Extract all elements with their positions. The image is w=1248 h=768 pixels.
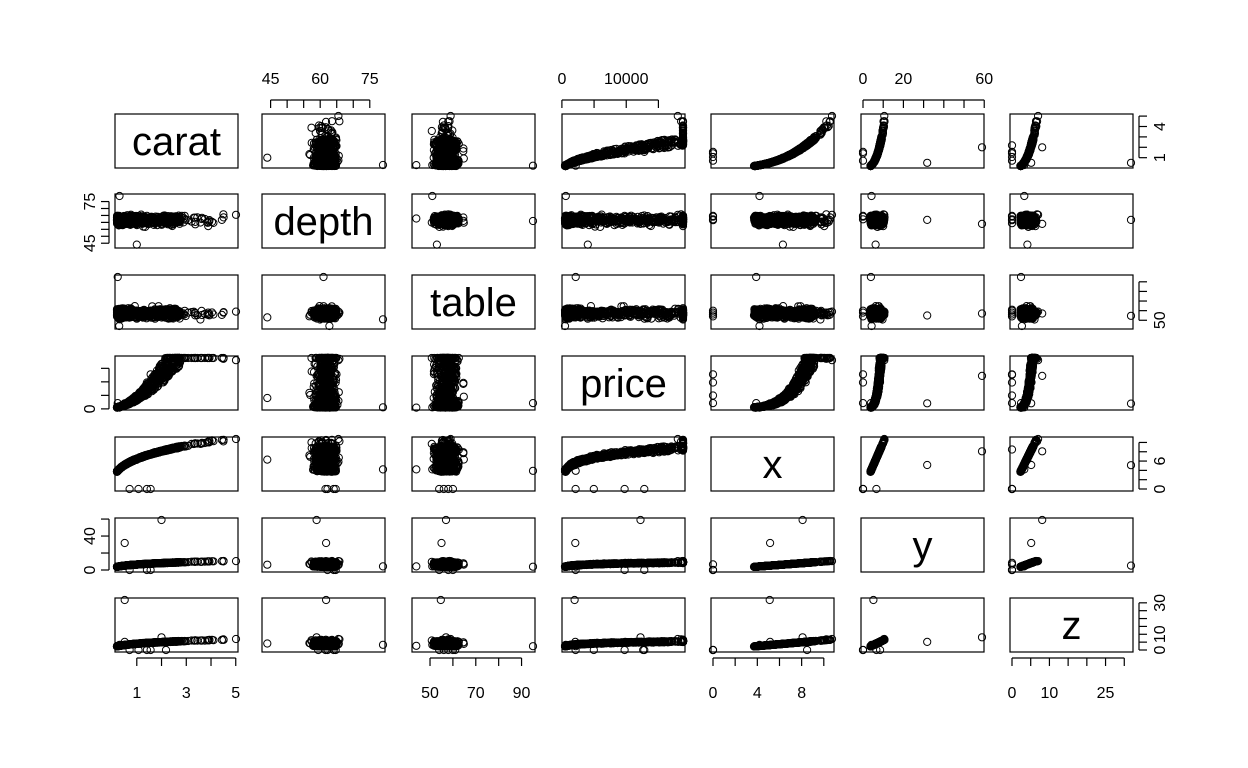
scatter-carat-vs-price <box>561 112 686 169</box>
data-point <box>336 118 343 125</box>
scatter-carat-vs-table <box>413 112 537 169</box>
data-point <box>428 127 435 134</box>
scatter-carat-vs-depth <box>264 112 387 169</box>
data-point <box>264 154 271 161</box>
